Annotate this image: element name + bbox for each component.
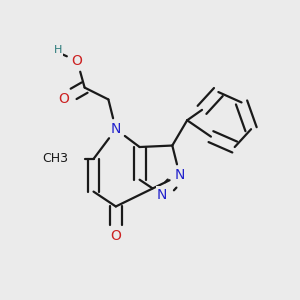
- Text: N: N: [175, 168, 185, 182]
- Text: H: H: [53, 45, 62, 56]
- Text: O: O: [110, 229, 121, 243]
- Text: O: O: [72, 54, 83, 68]
- Text: N: N: [157, 188, 167, 202]
- Text: CH3: CH3: [42, 152, 68, 165]
- Text: O: O: [58, 92, 69, 106]
- Text: N: N: [111, 122, 121, 136]
